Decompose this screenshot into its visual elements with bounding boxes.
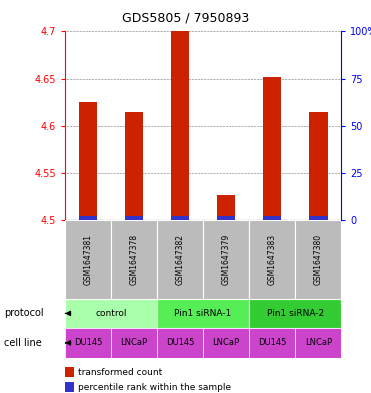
Text: DU145: DU145 <box>74 338 102 347</box>
Text: percentile rank within the sample: percentile rank within the sample <box>78 383 231 392</box>
Bar <box>79 102 97 220</box>
Text: Pin1 siRNA-2: Pin1 siRNA-2 <box>267 309 324 318</box>
Text: LNCaP: LNCaP <box>305 338 332 347</box>
Bar <box>309 112 328 220</box>
Text: DU145: DU145 <box>258 338 286 347</box>
Bar <box>263 216 282 220</box>
Bar <box>263 77 282 220</box>
Text: control: control <box>95 309 127 318</box>
Bar <box>249 299 341 328</box>
Text: GSM1647383: GSM1647383 <box>268 234 277 285</box>
Bar <box>111 220 157 299</box>
Text: Pin1 siRNA-1: Pin1 siRNA-1 <box>174 309 232 318</box>
Bar <box>217 216 235 220</box>
Text: GSM1647378: GSM1647378 <box>129 234 138 285</box>
Bar <box>157 299 249 328</box>
Bar <box>125 112 143 220</box>
Text: GSM1647381: GSM1647381 <box>83 234 92 285</box>
Bar <box>65 299 157 328</box>
Bar <box>203 220 249 299</box>
Bar <box>171 216 189 220</box>
Bar <box>171 31 189 220</box>
Bar <box>157 328 203 358</box>
Bar <box>295 220 341 299</box>
Text: protocol: protocol <box>4 309 43 318</box>
Text: GSM1647382: GSM1647382 <box>175 234 185 285</box>
Bar <box>309 216 328 220</box>
Bar <box>249 220 295 299</box>
Text: GDS5805 / 7950893: GDS5805 / 7950893 <box>122 12 249 25</box>
Bar <box>217 195 235 220</box>
Bar <box>249 328 295 358</box>
Bar <box>65 220 111 299</box>
Bar <box>125 216 143 220</box>
Bar <box>65 328 111 358</box>
Text: transformed count: transformed count <box>78 368 162 377</box>
Text: cell line: cell line <box>4 338 42 348</box>
Text: LNCaP: LNCaP <box>213 338 240 347</box>
Text: LNCaP: LNCaP <box>121 338 148 347</box>
Bar <box>111 328 157 358</box>
Text: GSM1647379: GSM1647379 <box>221 234 231 285</box>
Bar <box>79 216 97 220</box>
Bar <box>295 328 341 358</box>
Text: GSM1647380: GSM1647380 <box>314 234 323 285</box>
Text: DU145: DU145 <box>166 338 194 347</box>
Bar <box>203 328 249 358</box>
Bar <box>157 220 203 299</box>
